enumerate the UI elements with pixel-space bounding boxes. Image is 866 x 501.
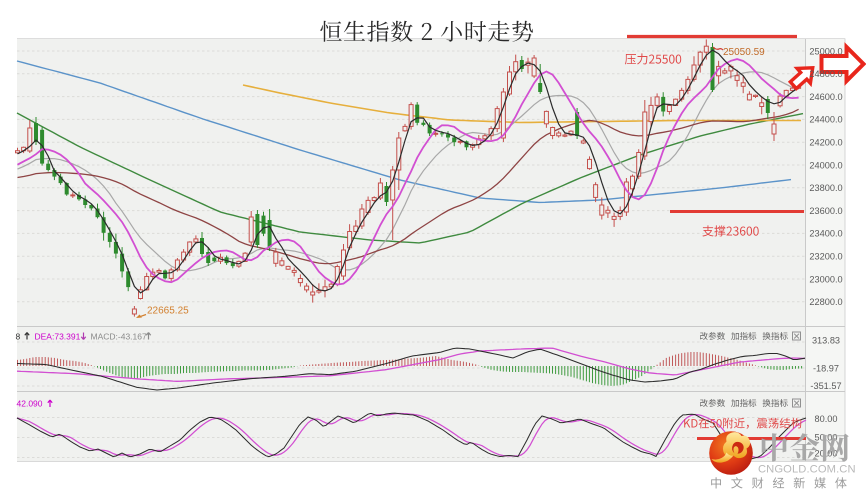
svg-text:25000.0: 25000.0 — [809, 46, 842, 56]
svg-text:23400.0: 23400.0 — [809, 229, 842, 239]
svg-text:23600.0: 23600.0 — [809, 206, 842, 216]
svg-text:22665.25: 22665.25 — [147, 306, 189, 317]
svg-text:80.00: 80.00 — [815, 414, 838, 424]
svg-text:22800.0: 22800.0 — [809, 297, 842, 307]
svg-text:8: 8 — [16, 332, 21, 342]
svg-text:25050.59: 25050.59 — [723, 47, 765, 58]
svg-text:DEA:73.391: DEA:73.391 — [35, 332, 81, 342]
svg-text:MACD:-43.167: MACD:-43.167 — [91, 332, 147, 342]
svg-text:23800.0: 23800.0 — [809, 183, 842, 193]
svg-text:24600.0: 24600.0 — [809, 92, 842, 102]
svg-text:24000.0: 24000.0 — [809, 160, 842, 170]
svg-text:23000.0: 23000.0 — [809, 274, 842, 284]
svg-text:24800.0: 24800.0 — [809, 69, 842, 79]
svg-text:24200.0: 24200.0 — [809, 138, 842, 148]
svg-text:24400.0: 24400.0 — [809, 115, 842, 125]
svg-text:313.83: 313.83 — [812, 335, 840, 345]
svg-text:23200.0: 23200.0 — [809, 252, 842, 262]
svg-text:-351.57: -351.57 — [810, 381, 841, 391]
svg-text:42.090: 42.090 — [17, 399, 43, 409]
svg-text:CNGOLD.COM.CN: CNGOLD.COM.CN — [758, 464, 856, 476]
svg-text:-18.97: -18.97 — [813, 363, 839, 373]
